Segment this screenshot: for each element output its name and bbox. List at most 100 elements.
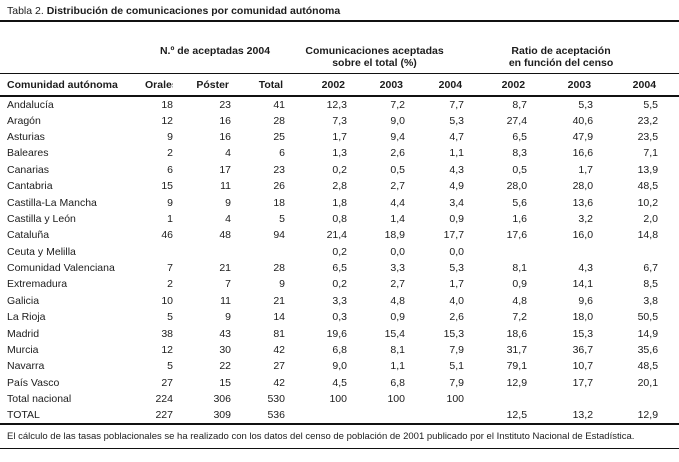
value-cell: 5,1 bbox=[449, 360, 465, 373]
value-cell: 14 bbox=[273, 311, 285, 324]
value-cell: 42 bbox=[273, 376, 285, 389]
row-label-cell: Aragón bbox=[7, 114, 41, 127]
value-cell: 21,4 bbox=[326, 229, 347, 242]
value-cell: 1,6 bbox=[512, 212, 528, 225]
value-cell: 1,7 bbox=[449, 278, 465, 291]
value-cell: 1,4 bbox=[390, 212, 405, 225]
value-cell: 4,8 bbox=[512, 294, 528, 307]
value-cell: 30 bbox=[219, 344, 231, 357]
value-cell: 28 bbox=[273, 114, 285, 127]
row-label-cell: Galicia bbox=[7, 294, 40, 307]
value-cell: 6 bbox=[167, 163, 173, 176]
group-accepted-2004: N.º de aceptadas 2004 bbox=[159, 45, 271, 57]
value-cell: 309 bbox=[213, 409, 231, 422]
filler-cell bbox=[658, 145, 679, 161]
value-cell: 6 bbox=[279, 147, 285, 160]
value-cell: 6,8 bbox=[390, 376, 405, 389]
value-cell: 46 bbox=[161, 229, 173, 242]
value-cell: 10,2 bbox=[637, 196, 659, 209]
value-cell: 224 bbox=[155, 393, 173, 406]
value-cell: 2,7 bbox=[390, 180, 405, 193]
value-cell: 5 bbox=[167, 360, 173, 373]
value-cell: 23,5 bbox=[637, 130, 659, 143]
value-cell: 9,0 bbox=[332, 360, 347, 373]
column-header-ratio-2002: 2002 bbox=[501, 78, 526, 91]
value-cell: 9,4 bbox=[390, 130, 405, 143]
value-cell: 23,2 bbox=[637, 114, 659, 127]
value-cell: 2,6 bbox=[390, 147, 405, 160]
filler-cell bbox=[658, 342, 679, 358]
filler-cell bbox=[658, 276, 679, 292]
value-cell: 12,9 bbox=[637, 409, 659, 422]
column-header-poster: Póster bbox=[196, 78, 229, 91]
value-cell: 38 bbox=[161, 327, 173, 340]
value-cell: 4,9 bbox=[449, 180, 465, 193]
value-cell: 0,9 bbox=[512, 278, 528, 291]
row-label-cell: Asturias bbox=[7, 130, 45, 143]
value-cell: 11 bbox=[220, 294, 231, 307]
value-cell: 16,6 bbox=[572, 147, 594, 160]
value-cell: 18 bbox=[161, 98, 173, 111]
value-cell: 4,0 bbox=[449, 294, 465, 307]
value-cell: 17,7 bbox=[572, 376, 594, 389]
column-header-ratio-2004: 2004 bbox=[632, 78, 657, 91]
value-cell: 12 bbox=[161, 344, 173, 357]
column-header-pct-2002: 2002 bbox=[321, 78, 345, 91]
value-cell: 17,6 bbox=[506, 229, 528, 242]
value-cell: 18,0 bbox=[572, 311, 594, 324]
value-cell: 4,4 bbox=[390, 196, 405, 209]
column-header-filler bbox=[658, 74, 679, 97]
value-cell bbox=[405, 407, 464, 423]
value-cell: 536 bbox=[267, 409, 285, 422]
filler-cell bbox=[658, 244, 679, 260]
value-cell: 16,0 bbox=[572, 229, 594, 242]
value-cell: 3,4 bbox=[449, 196, 465, 209]
value-cell: 1,1 bbox=[449, 147, 465, 160]
value-cell: 5 bbox=[279, 212, 285, 225]
value-cell: 11 bbox=[220, 180, 231, 193]
value-cell: 47,9 bbox=[572, 130, 594, 143]
table-row: Asturias 9 16 25 1,7 9,4 4,7 6,5 47,9 23,5 bbox=[0, 129, 679, 145]
value-cell: 21 bbox=[273, 294, 285, 307]
value-cell: 2,6 bbox=[449, 311, 465, 324]
value-cell: 26 bbox=[273, 180, 285, 193]
value-cell: 306 bbox=[213, 393, 231, 406]
table-row: Castilla y León 1 4 5 0,8 1,4 0,9 1,6 3,2 2,0 bbox=[0, 211, 679, 227]
filler-cell bbox=[658, 112, 679, 128]
value-cell: 28,0 bbox=[572, 180, 594, 193]
table-title: Tabla 2. Distribución de comunicaciones … bbox=[0, 0, 679, 22]
value-cell: 17 bbox=[219, 163, 231, 176]
value-cell: 0,9 bbox=[449, 212, 465, 225]
value-cell: 0,5 bbox=[390, 163, 405, 176]
value-cell: 2,0 bbox=[643, 212, 659, 225]
table-row: País Vasco 27 15 42 4,5 6,8 7,9 12,9 17,7 20,1 bbox=[0, 375, 679, 391]
value-cell: 1,1 bbox=[390, 360, 405, 373]
row-label-cell: Baleares bbox=[7, 147, 49, 160]
value-cell: 1,8 bbox=[332, 196, 347, 209]
value-cell: 14,1 bbox=[572, 278, 594, 291]
value-cell: 9 bbox=[225, 196, 231, 209]
value-cell: 0,8 bbox=[332, 212, 347, 225]
value-cell: 5 bbox=[167, 311, 173, 324]
value-cell: 13,6 bbox=[572, 196, 594, 209]
value-cell: 21 bbox=[219, 262, 231, 275]
value-cell: 15 bbox=[219, 376, 231, 389]
group-accepted-over-total: Comunicaciones aceptadas sobre el total … bbox=[305, 45, 444, 69]
column-header-orales: Orales bbox=[145, 78, 173, 91]
table-row: Andalucía 18 23 41 12,3 7,2 7,7 8,7 5,3 5,5 bbox=[0, 96, 679, 112]
value-cell bbox=[593, 244, 658, 260]
filler-cell bbox=[658, 211, 679, 227]
value-cell: 19,6 bbox=[326, 327, 347, 340]
value-cell: 9 bbox=[279, 278, 285, 291]
value-cell: 0,2 bbox=[332, 245, 347, 258]
value-cell: 5,3 bbox=[449, 114, 465, 127]
value-cell: 0,0 bbox=[390, 245, 405, 258]
value-cell: 8,7 bbox=[512, 98, 528, 111]
group-filler bbox=[658, 22, 679, 74]
value-cell: 8,3 bbox=[512, 147, 528, 160]
value-cell: 227 bbox=[155, 409, 173, 422]
table-row: Madrid 38 43 81 19,6 15,4 15,3 18,6 15,3 14,9 bbox=[0, 325, 679, 341]
value-cell: 4,7 bbox=[449, 130, 465, 143]
value-cell: 27,4 bbox=[506, 114, 528, 127]
value-cell: 94 bbox=[273, 229, 285, 242]
